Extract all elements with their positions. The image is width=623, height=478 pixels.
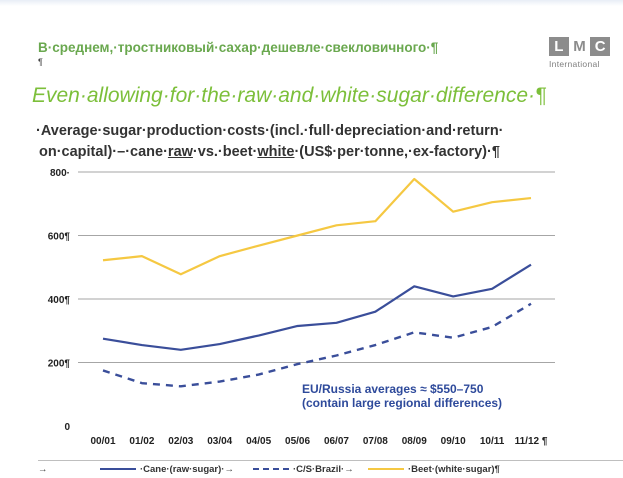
- line-chart: 0 200¶ 400¶ 600¶ 800· 00/01 01/02 02/03 03/04 04/…: [48, 168, 555, 447]
- logo-letter-c: C: [590, 37, 611, 56]
- page-ruler: [0, 0, 623, 6]
- legend-label-cane: ·Cane·(raw·sugar)·→: [140, 464, 234, 475]
- chart-title-raw: raw: [167, 144, 193, 160]
- chart-legend: → ·Cane·(raw·sugar)·→ ·C/S·Brazil·→ ·Bee…: [38, 460, 623, 478]
- legend-swatch-cane: [100, 468, 136, 471]
- chart-title: ·Average·sugar·production·costs·(incl.·f…: [36, 121, 616, 163]
- legend-label-brazil: ·C/S·Brazil·→: [293, 464, 354, 475]
- x-tick-label: 04/05: [246, 436, 271, 447]
- x-tick-label: 02/03: [168, 436, 193, 447]
- x-tick-label: 10/11: [480, 436, 505, 447]
- annotation-line1: EU/Russia averages ≈ $550–750: [302, 382, 484, 396]
- russian-title: В·среднем,·тростниковый·сахар·дешевле·св…: [38, 40, 439, 55]
- y-tick-label: 600¶: [48, 232, 71, 243]
- y-tick-label: 0: [64, 422, 70, 433]
- x-tick-label: 09/10: [441, 436, 466, 447]
- lmc-logo-letters: L M C: [549, 37, 611, 56]
- x-tick-label: 00/01: [90, 436, 115, 447]
- x-tick-label: 08/09: [402, 436, 427, 447]
- y-tick-label: 400¶: [48, 295, 71, 306]
- x-tick-label: 06/07: [324, 436, 349, 447]
- x-tick-label: 03/04: [207, 436, 232, 447]
- annotation-line2: (contain large regional differences): [302, 396, 503, 410]
- legend-item-brazil: ·C/S·Brazil·→: [253, 464, 354, 475]
- grid-layer: [78, 171, 555, 427]
- paragraph-mark: ¶: [38, 57, 43, 67]
- slide-subtitle: Even·allowing·for·the·raw·and·white·suga…: [32, 84, 547, 107]
- lmc-logo: L M C International: [549, 37, 611, 69]
- series-layer: [102, 177, 532, 388]
- y-tick-label: 200¶: [48, 359, 71, 370]
- x-tick-label: 01/02: [129, 436, 154, 447]
- legend-item-cane: ·Cane·(raw·sugar)·→: [100, 464, 234, 475]
- series-line-2: [102, 177, 532, 276]
- logo-letter-l: L: [549, 37, 569, 56]
- legend-item-beet: ·Beet·(white·sugar)¶: [368, 464, 500, 475]
- chart-title-part: ·vs.·beet·: [192, 144, 258, 160]
- label-layer: 0 200¶ 400¶ 600¶ 800· 00/01 01/02 02/03 03/04 04/…: [48, 168, 548, 447]
- y-tick-label: 800·: [50, 168, 70, 179]
- legend-arrow: →: [38, 464, 48, 475]
- chart-title-white: white: [257, 144, 295, 160]
- chart-title-part: ·(US$·per·tonne,·ex-factory)·¶: [294, 144, 500, 160]
- logo-letter-m: M: [569, 37, 590, 56]
- legend-swatch-beet: [368, 468, 404, 471]
- logo-subtitle: International: [549, 59, 600, 69]
- chart-title-line1: ·Average·sugar·production·costs·(incl.·f…: [36, 123, 504, 139]
- series-line-0: [102, 263, 532, 351]
- legend-swatch-brazil: [253, 468, 289, 471]
- series-line-1: [102, 302, 532, 388]
- legend-label-beet: ·Beet·(white·sugar)¶: [408, 464, 500, 475]
- x-tick-label: 11/12 ¶: [515, 436, 548, 447]
- chart-title-part: on·capital)·–·cane·: [39, 144, 168, 160]
- x-tick-label: 05/06: [285, 436, 310, 447]
- x-tick-label: 07/08: [363, 436, 388, 447]
- chart-title-line2: on·capital)·–·cane·raw·vs.·beet·white·(U…: [36, 142, 616, 163]
